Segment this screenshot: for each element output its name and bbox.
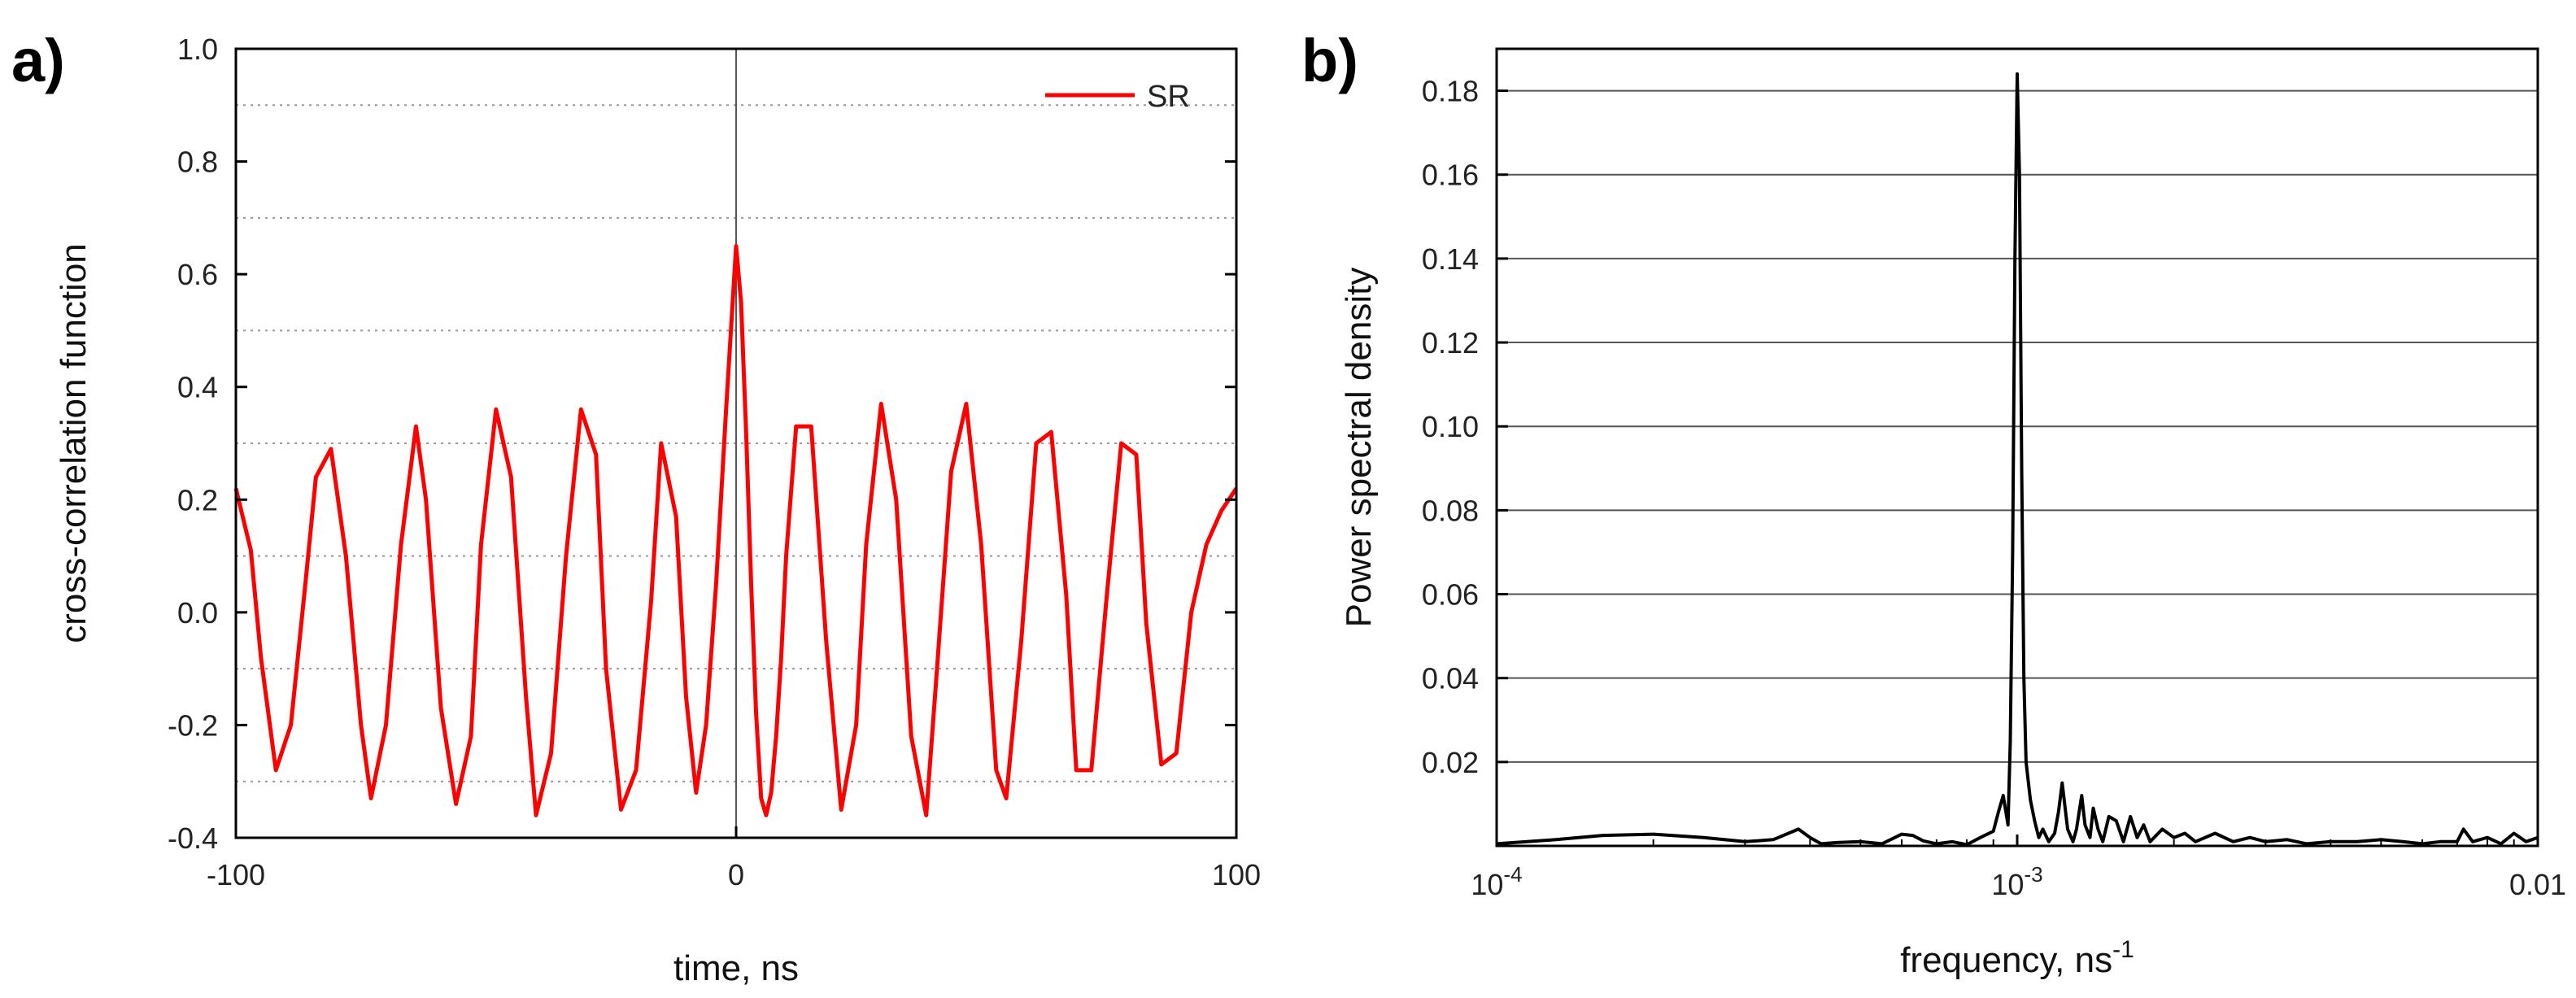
panel-b: b) 0.020.040.060.080.100.120.140.160.18 … (1301, 27, 2566, 980)
panel-b-y-axis-label: Power spectral density (1339, 268, 1379, 628)
x-tick-label: 0 (728, 858, 744, 891)
panel-a-y-ticks: -0.4 -0.2 0.0 0.2 0.4 0.6 0.8 1.0 (168, 33, 1236, 855)
legend-sr-label: SR (1147, 80, 1190, 114)
panel-a-x-axis-label: time, ns (673, 948, 799, 988)
x-tick-label: 10-4 (1471, 862, 1522, 901)
y-tick-label: 0.8 (177, 146, 218, 179)
y-tick-label: -0.4 (168, 821, 218, 855)
series-sr-line (233, 244, 1239, 817)
x-tick-label: -100 (207, 858, 265, 891)
panel-b-x-ticks: 10-4 10-3 0.01 (1471, 835, 2566, 901)
panel-b-x-axis-label: frequency, ns-1 (1900, 936, 2134, 980)
y-tick-label: 0.14 (1422, 242, 1479, 276)
x-tick-label: 0.01 (2509, 868, 2566, 901)
x-tick-label: 10-3 (1991, 862, 2042, 901)
y-tick-label: 0.16 (1422, 159, 1479, 192)
y-tick-label: 0.12 (1422, 326, 1479, 360)
y-tick-label: 1.0 (177, 33, 218, 66)
x-tick-label: 100 (1212, 858, 1261, 891)
x-tick-exponent: -4 (1503, 862, 1522, 887)
y-tick-label: 0.6 (177, 258, 218, 291)
panel-b-label: b) (1301, 27, 1358, 94)
y-tick-label: 0.18 (1422, 75, 1479, 108)
y-tick-label: 0.04 (1422, 662, 1479, 695)
y-tick-label: -0.2 (168, 708, 218, 742)
panel-a: a) -0.4 -0.2 0.0 0.2 0.4 0.6 0.8 1.0 -100 0 100 S… (11, 27, 1261, 988)
y-tick-label: 0.02 (1422, 746, 1479, 779)
panel-b-x-axis-label-superscript: -1 (2112, 936, 2134, 963)
panel-b-y-ticks: 0.02 0.04 0.06 0.08 0.10 0.12 0.14 0.16 0.18 (1422, 75, 1508, 779)
y-tick-label: 0.2 (177, 483, 218, 516)
x-tick-exponent: -3 (2024, 862, 2042, 887)
series-psd-line (1496, 72, 2539, 847)
panel-a-label: a) (11, 27, 65, 94)
y-tick-label: 0.10 (1422, 410, 1479, 443)
x-tick-base: 10 (1471, 868, 1503, 901)
y-tick-label: 0.0 (177, 596, 218, 630)
y-tick-label: 0.4 (177, 371, 218, 404)
panel-a-x-ticks: -100 0 100 (207, 826, 1261, 891)
y-tick-label: 0.08 (1422, 494, 1479, 527)
y-tick-label: 0.06 (1422, 578, 1479, 612)
panel-b-x-axis-label-text: frequency, ns (1900, 940, 2112, 980)
panel-a-y-axis-label: cross-correlation function (54, 243, 94, 643)
x-tick-base: 10 (1991, 868, 2024, 901)
